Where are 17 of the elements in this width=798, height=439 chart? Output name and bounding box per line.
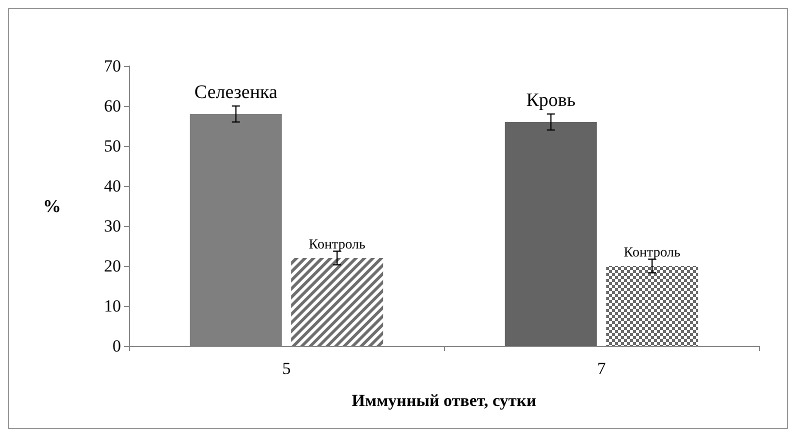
x-axis-title: Иммунный ответ, сутки <box>352 391 536 410</box>
data-label: Контроль <box>624 246 680 260</box>
y-tick-label: 40 <box>104 176 121 196</box>
x-tick-label: 7 <box>597 359 606 378</box>
data-label: Контроль <box>308 238 366 252</box>
y-tick-label: 20 <box>104 256 121 276</box>
y-axis-title: % <box>43 196 61 216</box>
bar <box>504 122 597 346</box>
y-tick-label: 60 <box>104 96 121 116</box>
y-tick-label: 30 <box>104 216 121 236</box>
y-tick-label: 70 <box>104 56 121 76</box>
data-label: Селезенка <box>194 82 278 103</box>
y-tick-label: 0 <box>112 336 121 356</box>
x-tick-label: 5 <box>282 359 291 378</box>
y-tick-label: 50 <box>104 136 121 156</box>
data-label: Кровь <box>526 90 576 111</box>
y-tick-label: 10 <box>104 296 121 316</box>
